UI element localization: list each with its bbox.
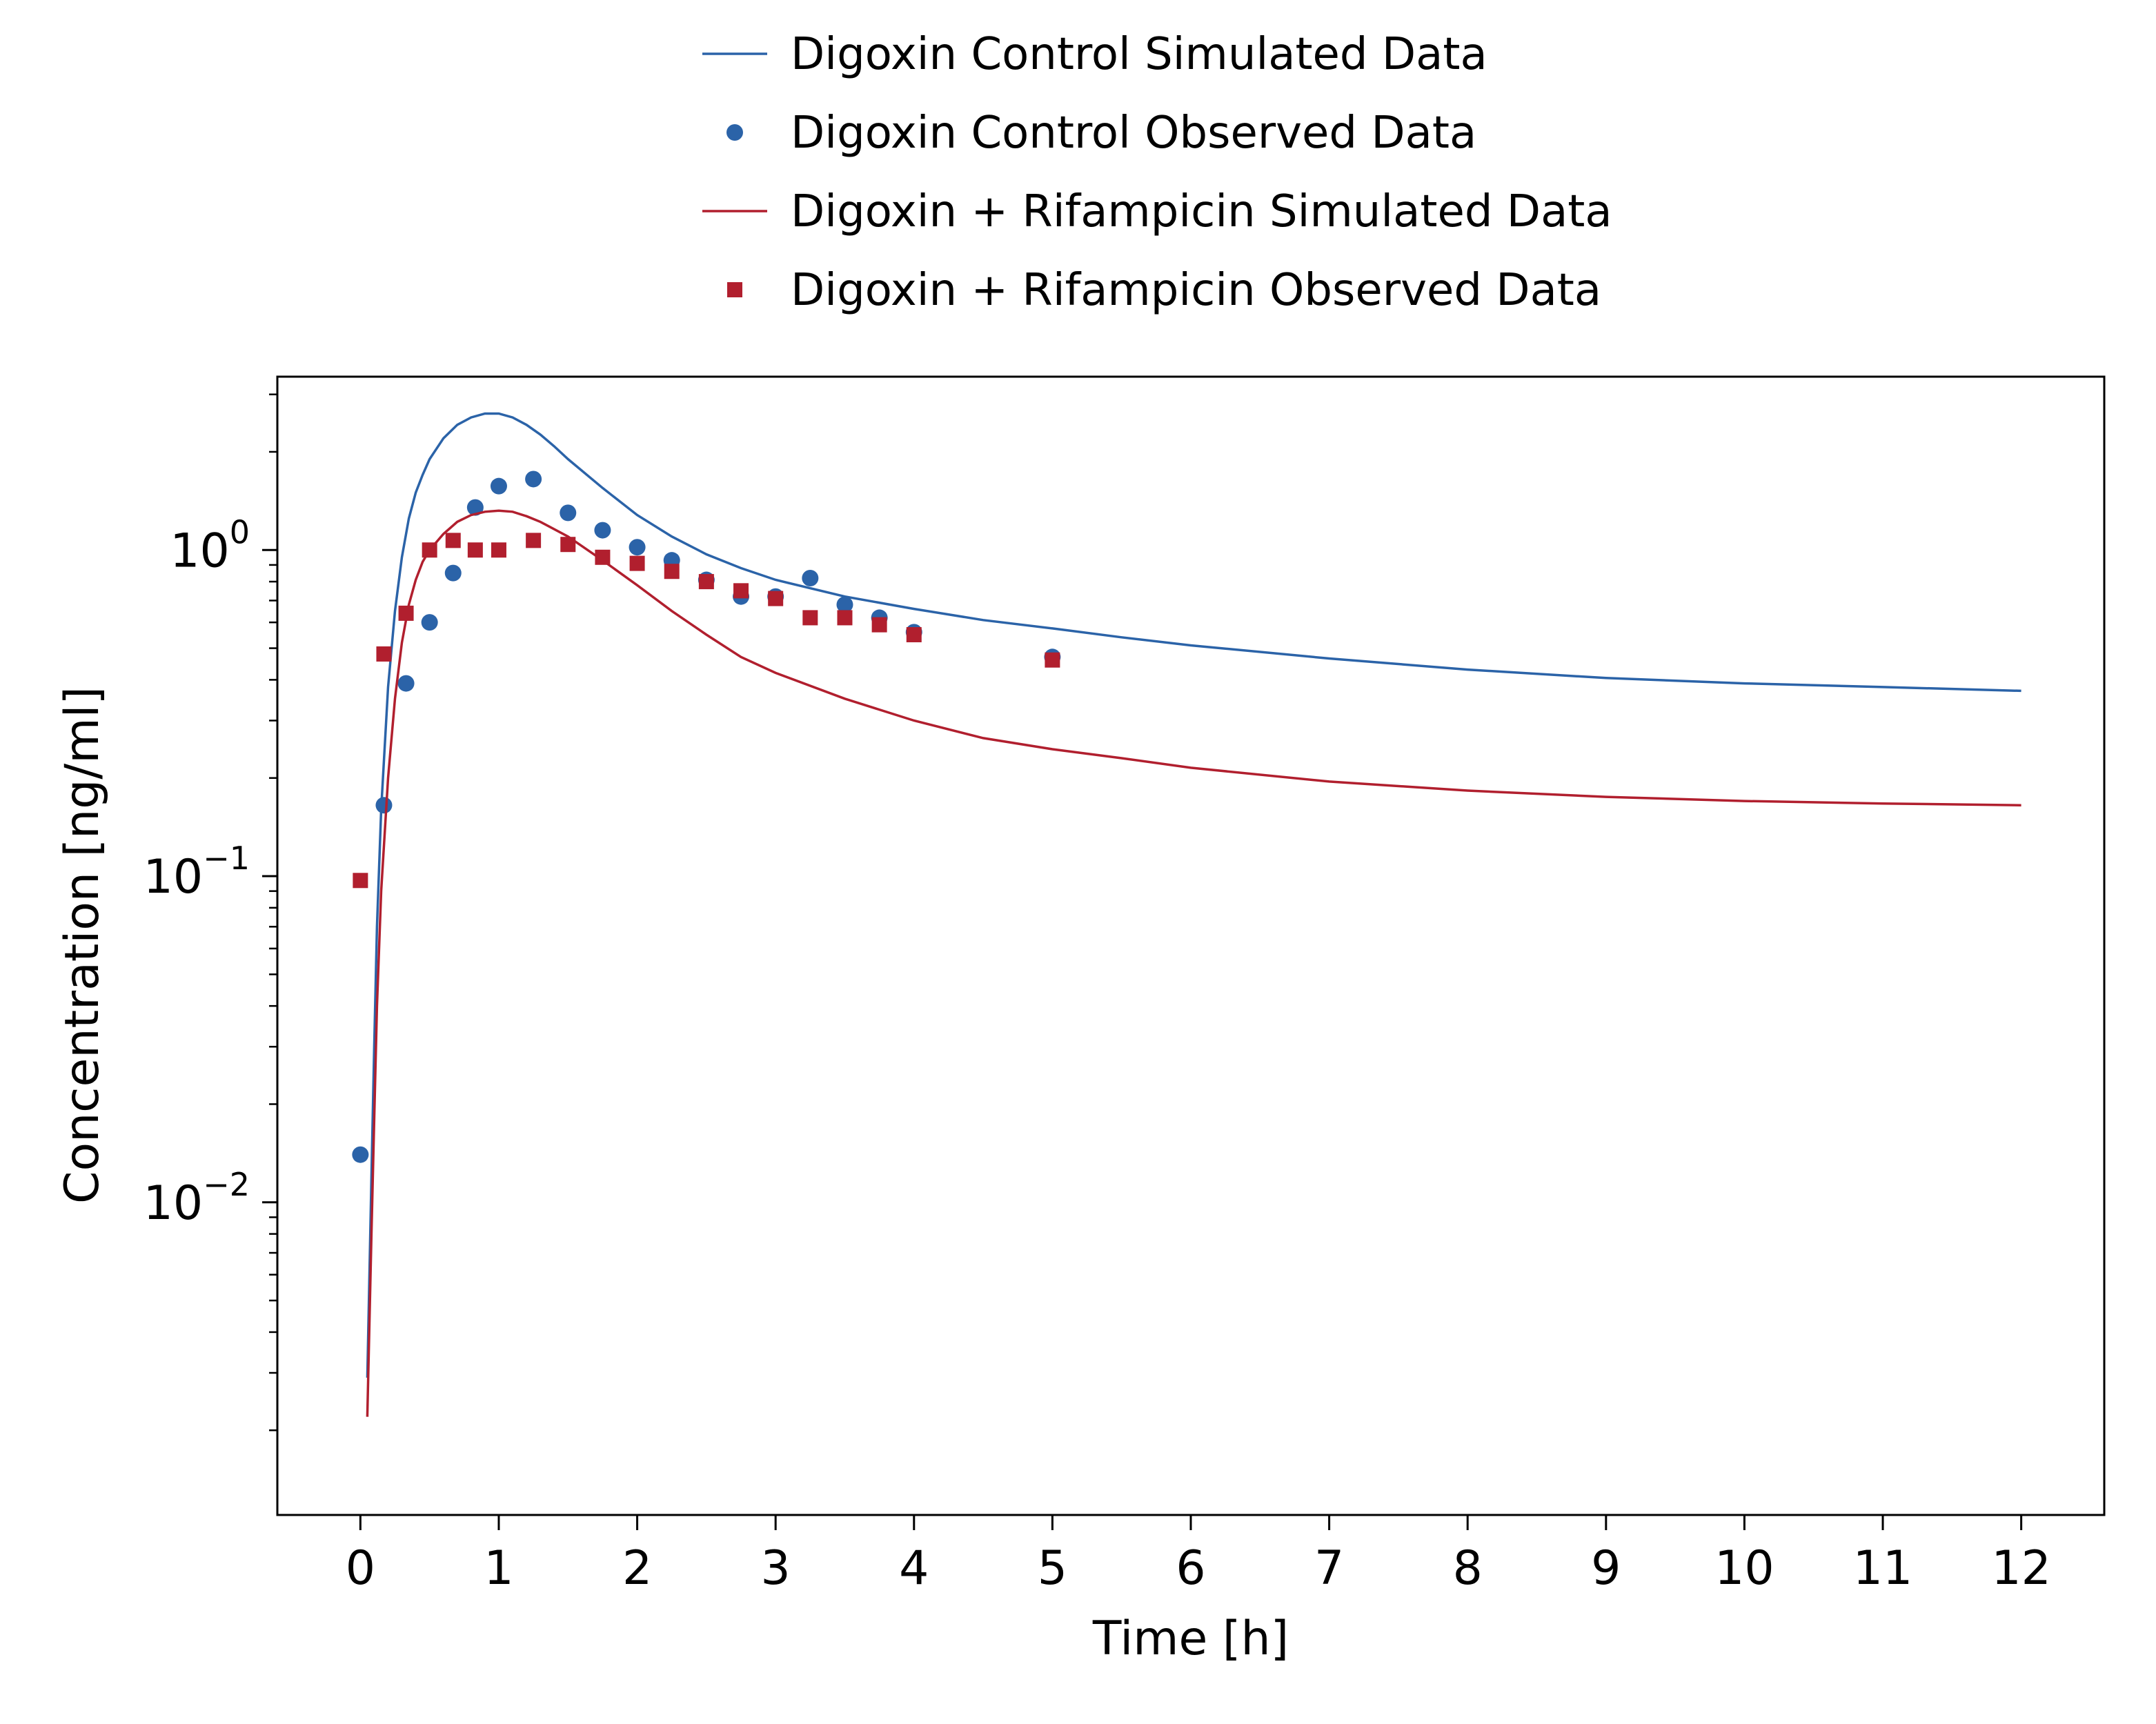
digoxin-control-observed-data-point (490, 477, 507, 495)
digoxin-control-observed-data-point (629, 539, 646, 556)
digoxin-control-observed-data-point (525, 470, 542, 488)
y-axis-title: Concentration [ng/ml] (55, 686, 110, 1204)
x-tick-label-9: 9 (1591, 1541, 1621, 1596)
digoxin-control-observed-data-point (802, 570, 819, 587)
x-axis-title: Time [h] (1092, 1612, 1289, 1666)
x-tick-label-7: 7 (1314, 1541, 1344, 1596)
y-tick-label: 10−2 (144, 1166, 250, 1231)
x-tick-label-11: 11 (1853, 1541, 1913, 1596)
x-tick-label-2: 2 (622, 1541, 652, 1596)
legend-label-digoxin-rifampicin-simulated-data: Digoxin + Rifampicin Simulated Data (791, 186, 1612, 237)
x-tick-label-12: 12 (1991, 1541, 2051, 1596)
plot-area (352, 412, 2021, 1417)
legend-swatch-digoxin-control-observed-data (726, 124, 743, 141)
legend-label-digoxin-rifampicin-observed-data: Digoxin + Rifampicin Observed Data (791, 265, 1601, 316)
x-axis: 0 1 2 3 4 5 6 7 8 9 10 11 12 (346, 1515, 2051, 1596)
x-tick-label-0: 0 (346, 1541, 375, 1596)
x-tick-label-8: 8 (1453, 1541, 1483, 1596)
legend-label-digoxin-control-observed-data: Digoxin Control Observed Data (791, 108, 1476, 159)
digoxin-control-observed-data-point (397, 675, 415, 692)
digoxin-rifampicin-observed-data-point (467, 542, 483, 558)
digoxin-control-observed-data-point (466, 499, 484, 516)
x-tick-label-10: 10 (1714, 1541, 1774, 1596)
digoxin-rifampicin-observed-data-point (629, 555, 645, 571)
digoxin-control-observed-data-point (560, 504, 577, 522)
digoxin-control-observed-data-point (444, 564, 462, 582)
digoxin-rifampicin-observed-data-point (698, 574, 714, 590)
legend: Digoxin Control Simulated Data Digoxin Co… (702, 29, 1612, 316)
digoxin-rifampicin-observed-data-point (802, 610, 818, 626)
digoxin-rifampicin-simulated-data-line (366, 509, 2021, 1417)
digoxin-rifampicin-observed-data-point (595, 549, 611, 565)
digoxin-rifampicin-observed-data-point (376, 646, 392, 662)
digoxin-control-simulated-data-line (366, 412, 2021, 1378)
y-axis: 10−2 10−1 100 (144, 393, 277, 1431)
digoxin-rifampicin-observed-data-point (733, 583, 749, 599)
digoxin-rifampicin-observed-data-point (560, 537, 576, 553)
digoxin-rifampicin-observed-data-point (664, 564, 680, 579)
digoxin-rifampicin-observed-data-point (837, 610, 853, 626)
x-tick-label-1: 1 (484, 1541, 513, 1596)
digoxin-control-observed-data-point (352, 1146, 369, 1163)
y-tick-label: 10−1 (144, 840, 250, 904)
digoxin-rifampicin-observed-data-point (871, 617, 887, 633)
digoxin-rifampicin-observed-data-point (398, 605, 414, 621)
y-tick-label: 100 (170, 513, 250, 578)
digoxin-rifampicin-observed-data-point (445, 533, 461, 548)
digoxin-control-observed-data-point (594, 522, 611, 539)
x-tick-label-6: 6 (1176, 1541, 1205, 1596)
x-tick-label-5: 5 (1038, 1541, 1067, 1596)
digoxin-rifampicin-observed-data-point (768, 591, 784, 606)
plot-frame (276, 375, 2106, 1516)
digoxin-rifampicin-observed-data-point (491, 542, 506, 558)
x-tick-label-3: 3 (761, 1541, 791, 1596)
digoxin-rifampicin-observed-data-point (526, 533, 542, 548)
digoxin-control-observed-data-point (836, 596, 853, 613)
x-tick-label-4: 4 (899, 1541, 929, 1596)
legend-label-digoxin-control-simulated-data: Digoxin Control Simulated Data (791, 29, 1487, 80)
digoxin-rifampicin-observed-data-point (422, 542, 437, 558)
digoxin-control-observed-data-point (375, 797, 393, 814)
digoxin-rifampicin-observed-data-point (353, 873, 368, 889)
digoxin-control-observed-data-point (421, 614, 438, 631)
digoxin-rifampicin-observed-data-point (1045, 652, 1060, 668)
legend-swatch-digoxin-rifampicin-observed-data (727, 282, 742, 297)
digoxin-rifampicin-observed-data-point (906, 627, 922, 643)
